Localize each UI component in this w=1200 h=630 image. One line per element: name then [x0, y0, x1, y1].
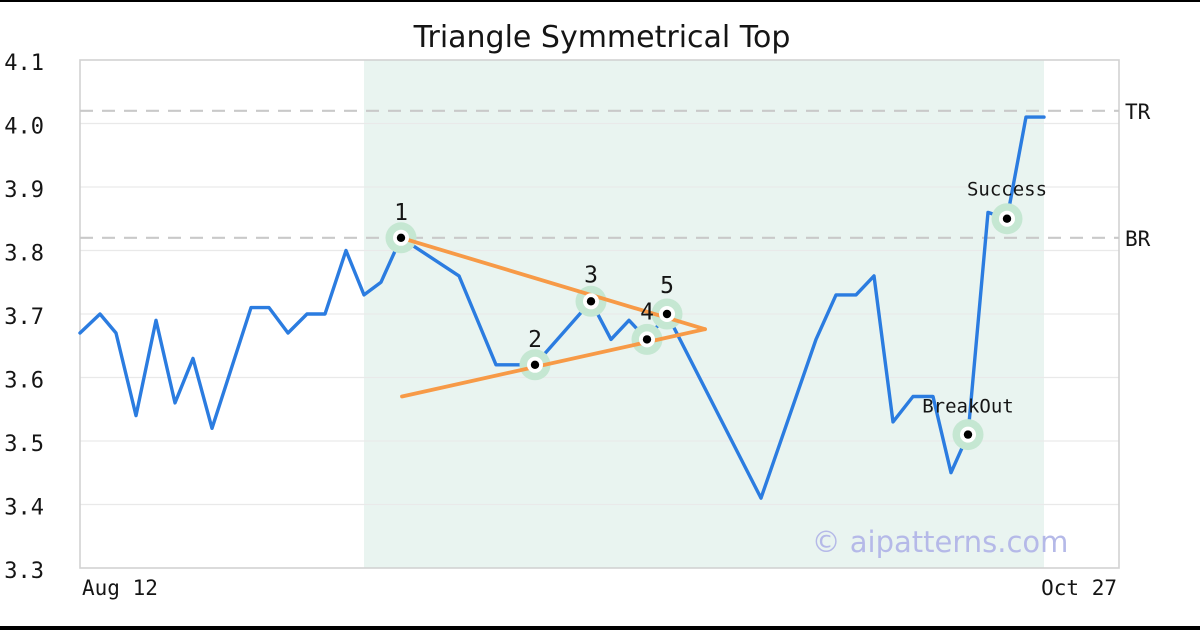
top-border-bar	[0, 0, 1200, 2]
y-tick-label: 3.5	[4, 432, 44, 457]
chart-layers: TR BR 4.1 4.0 3.9 3.8 3.7 3.6 3.5 3.4 3.3 1 2 3 45 Brea…	[4, 51, 1150, 584]
y-tick-label: 3.6	[4, 369, 44, 394]
marker-dot-breakout	[963, 430, 973, 439]
y-tick-label: 3.9	[4, 178, 44, 203]
marker-dot-3	[586, 297, 596, 306]
level-label-tr: TR	[1125, 100, 1151, 124]
marker-label-2: 2	[528, 327, 542, 353]
watermark: © aipatterns.com	[812, 525, 1069, 559]
bottom-border-bar	[0, 626, 1200, 630]
trendline-upper	[399, 235, 707, 332]
y-tick-label: 4.0	[4, 115, 44, 140]
marker-label-1: 1	[394, 200, 408, 226]
marker-dot-4	[642, 335, 652, 344]
marker-label-4: 4	[640, 299, 654, 325]
y-tick-label: 3.7	[4, 305, 44, 330]
marker-dot-1	[396, 233, 406, 242]
chart-title: Triangle Symmetrical Top	[413, 20, 791, 55]
y-tick-label: 3.4	[4, 496, 44, 521]
marker-dot-2	[530, 360, 540, 369]
marker-label-5: 5	[660, 273, 674, 299]
marker-label-3: 3	[584, 262, 598, 288]
marker-label-success: Success	[967, 179, 1047, 201]
y-tick-label: 3.3	[4, 559, 44, 584]
x-tick-label-start: Aug 12	[82, 576, 158, 600]
y-tick-label: 4.1	[4, 51, 44, 76]
marker-dot-5	[662, 309, 672, 319]
marker-dot-success	[1002, 214, 1012, 223]
y-tick-label: 3.8	[4, 242, 44, 267]
level-label-br: BR	[1125, 227, 1151, 251]
x-tick-label-end: Oct 27	[1041, 576, 1117, 600]
plot-frame	[79, 59, 1120, 569]
marker-label-breakout: BreakOut	[922, 396, 1014, 418]
